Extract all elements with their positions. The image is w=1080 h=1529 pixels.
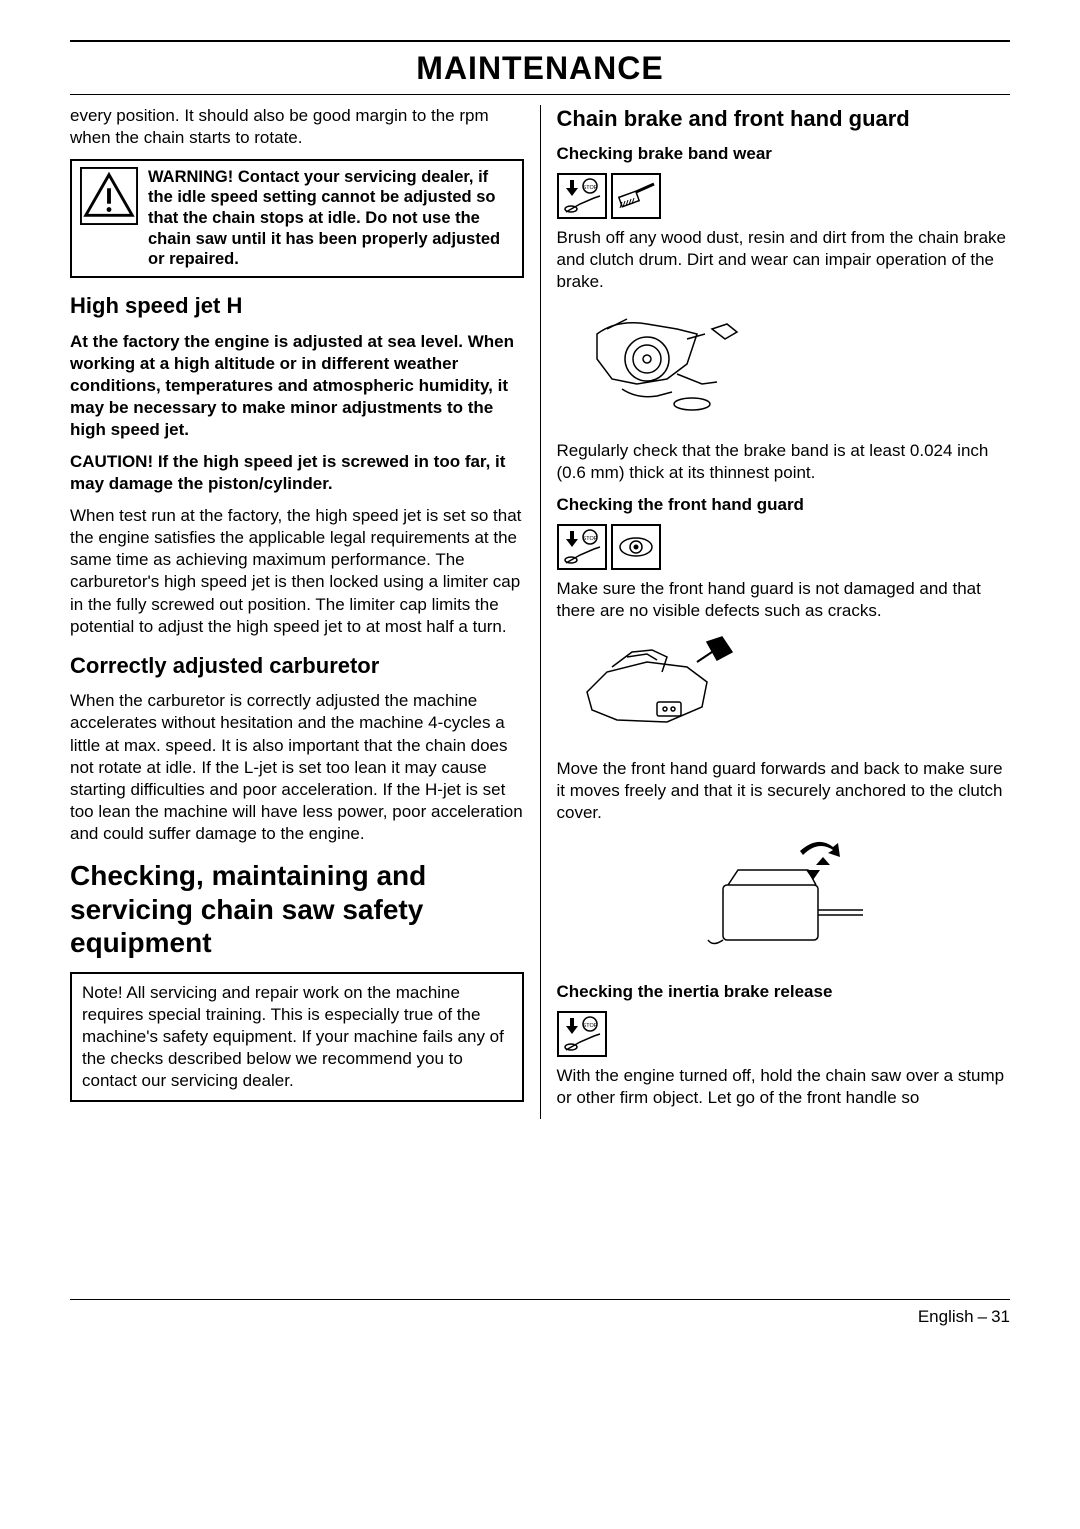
stop-down-icon: STOP — [557, 173, 607, 219]
inertia-icons: STOP — [557, 1011, 1011, 1057]
stop-down-icon: STOP — [557, 524, 607, 570]
svg-text:STOP: STOP — [582, 1023, 597, 1029]
eye-icon — [611, 524, 661, 570]
inertia-para: With the engine turned off, hold the cha… — [557, 1065, 1011, 1109]
page-footer: English – 31 — [70, 1299, 1010, 1328]
high-speed-jet-para1: At the factory the engine is adjusted at… — [70, 331, 524, 441]
chain-brake-heading: Chain brake and front hand guard — [557, 105, 1011, 134]
front-guard-heading: Checking the front hand guard — [557, 494, 1011, 516]
front-guard-para1: Make sure the front hand guard is not da… — [557, 578, 1011, 622]
brake-band-para2: Regularly check that the brake band is a… — [557, 440, 1011, 484]
left-column: every position. It should also be good m… — [70, 105, 541, 1119]
high-speed-jet-heading: High speed jet H — [70, 292, 524, 321]
safety-equipment-heading: Checking, maintaining and servicing chai… — [70, 859, 524, 960]
high-speed-jet-para2: When test run at the factory, the high s… — [70, 505, 524, 638]
brush-icon — [611, 173, 661, 219]
brake-band-para1: Brush off any wood dust, resin and dirt … — [557, 227, 1011, 293]
chainsaw-brake-diagram — [557, 304, 1011, 430]
intro-text: every position. It should also be good m… — [70, 105, 524, 149]
footer-lang: English — [918, 1306, 974, 1328]
right-column: Chain brake and front hand guard Checkin… — [541, 105, 1011, 1119]
front-guard-para2: Move the front hand guard forwards and b… — [557, 758, 1011, 824]
chainsaw-guard-diagram — [557, 632, 1011, 748]
carburetor-para: When the carburetor is correctly adjuste… — [70, 690, 524, 845]
warning-box: WARNING! Contact your servicing dealer, … — [70, 159, 524, 278]
brake-band-icons: STOP — [557, 173, 1011, 219]
carburetor-heading: Correctly adjusted carburetor — [70, 652, 524, 681]
footer-dash: – — [978, 1306, 987, 1328]
warning-text: WARNING! Contact your servicing dealer, … — [148, 167, 514, 270]
brake-band-heading: Checking brake band wear — [557, 143, 1011, 165]
note-box: Note! All servicing and repair work on t… — [70, 972, 524, 1102]
page-title: MAINTENANCE — [70, 48, 1010, 90]
high-speed-jet-caution: CAUTION! If the high speed jet is screwe… — [70, 451, 524, 495]
chainsaw-movement-diagram — [557, 835, 1011, 971]
inertia-heading: Checking the inertia brake release — [557, 981, 1011, 1003]
svg-text:STOP: STOP — [582, 185, 597, 191]
svg-text:STOP: STOP — [582, 536, 597, 542]
front-guard-icons: STOP — [557, 524, 1011, 570]
footer-page: 31 — [991, 1306, 1010, 1328]
note-text: Note! All servicing and repair work on t… — [82, 982, 512, 1092]
warning-triangle-icon — [80, 167, 138, 225]
stop-down-icon: STOP — [557, 1011, 607, 1057]
